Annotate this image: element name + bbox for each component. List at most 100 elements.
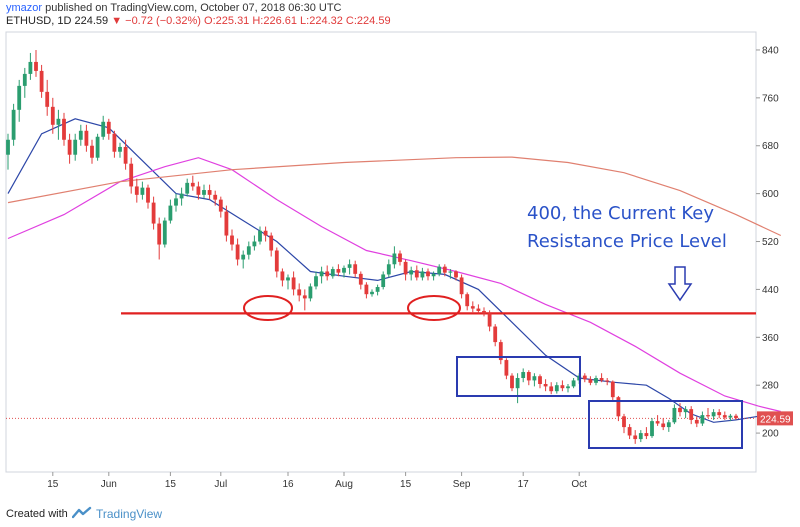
candle-body xyxy=(140,187,145,195)
created-with-label: Created with xyxy=(6,508,68,520)
annotation-line-1: 400, the Current Key xyxy=(527,203,714,224)
candle-body xyxy=(526,372,531,381)
candles xyxy=(6,49,738,444)
symbol-label: ETHUSD, 1D xyxy=(6,15,72,27)
candle-body xyxy=(157,223,162,245)
x-tick-label: 15 xyxy=(400,479,412,490)
candle-body xyxy=(498,342,503,361)
candle-body xyxy=(398,253,402,262)
candle-body xyxy=(185,182,190,194)
y-tick-label: 600 xyxy=(762,189,779,200)
candle-body xyxy=(269,235,274,251)
consolidation-box-1 xyxy=(456,356,581,397)
candle-body xyxy=(45,91,50,107)
tradingview-logo-icon[interactable] xyxy=(72,506,92,520)
candle-body xyxy=(722,415,727,418)
candle-body xyxy=(218,199,223,212)
price-change: ▼ −0.72 (−0.32%) xyxy=(111,15,201,27)
candle-body xyxy=(78,130,83,140)
candle-body xyxy=(84,130,89,146)
candle-body xyxy=(106,121,111,134)
x-tick-label: 17 xyxy=(518,479,530,490)
x-tick-label: Jun xyxy=(101,479,117,490)
moving-average-line-1 xyxy=(7,118,781,423)
candle-body xyxy=(213,194,218,200)
candle-body xyxy=(162,220,167,245)
candle-body xyxy=(728,415,733,418)
y-tick-label: 760 xyxy=(762,93,779,104)
candle-body xyxy=(73,139,78,155)
last-price-badge xyxy=(757,411,793,426)
candle-body xyxy=(134,186,139,195)
candle-body xyxy=(202,190,206,195)
candle-body xyxy=(666,422,671,428)
candle-body xyxy=(146,187,150,203)
candle-body xyxy=(711,412,716,417)
candle-body xyxy=(655,421,660,424)
candle-body xyxy=(515,378,520,389)
price-change-value: −0.72 (−0.32%) xyxy=(125,15,201,27)
candle-body xyxy=(717,412,722,416)
candle-body xyxy=(605,380,610,382)
candle-body xyxy=(241,254,246,260)
author-name[interactable]: ymazor xyxy=(6,2,43,14)
candle-body xyxy=(454,271,458,278)
candle-body xyxy=(67,139,72,155)
candle-body xyxy=(420,271,425,278)
candle-body xyxy=(22,73,27,86)
candle-body xyxy=(375,287,380,292)
candle-body xyxy=(28,61,33,74)
y-tick-label: 520 xyxy=(762,237,779,248)
publish-info: ymazor published on TradingView.com, Oct… xyxy=(6,2,342,14)
x-tick-label: 15 xyxy=(47,479,59,490)
candle-body xyxy=(448,271,453,273)
candle-body xyxy=(694,419,699,424)
publish-text: published on TradingView.com, October 07… xyxy=(45,2,342,14)
candle-body xyxy=(190,182,195,187)
candle-body xyxy=(314,276,318,287)
candle-body xyxy=(588,379,593,383)
chart-footer: Created with TradingView xyxy=(0,500,800,527)
candle-body xyxy=(235,244,240,260)
candle-body xyxy=(207,190,212,195)
candle-body xyxy=(56,118,61,125)
candle-body xyxy=(50,106,55,125)
candle-body xyxy=(566,386,570,389)
candle-body xyxy=(370,291,374,295)
candle-body xyxy=(174,198,178,206)
candle-body xyxy=(392,253,397,265)
y-tick-label: 840 xyxy=(762,45,779,56)
x-tick-label: Oct xyxy=(571,479,587,490)
x-tick-label: 15 xyxy=(165,479,177,490)
candle-body xyxy=(465,294,470,307)
candle-body xyxy=(661,423,666,428)
price-chart[interactable]: 400, the Current Key Resistance Price Le… xyxy=(0,26,800,500)
candle-body xyxy=(700,415,705,424)
candle-body xyxy=(274,250,279,272)
candle-body xyxy=(319,271,324,277)
candle-body xyxy=(476,308,481,311)
candle-body xyxy=(442,266,447,273)
candle-body xyxy=(95,136,100,158)
candle-body xyxy=(302,295,307,299)
y-tick-label: 200 xyxy=(762,429,779,440)
y-tick-label: 440 xyxy=(762,285,779,296)
candle-body xyxy=(459,277,464,295)
tradingview-brand[interactable]: TradingView xyxy=(96,507,163,521)
x-axis: 15 Jun 15 Jul 16 Aug 15 Sep 17 Oct xyxy=(47,472,587,490)
candle-body xyxy=(560,385,565,389)
candle-body xyxy=(627,427,632,436)
candle-body xyxy=(297,289,302,296)
candle-body xyxy=(179,193,184,199)
candle-body xyxy=(571,380,576,387)
candle-body xyxy=(325,271,330,277)
candle-body xyxy=(90,145,94,158)
candle-body xyxy=(683,409,688,413)
plot-frame xyxy=(5,31,757,473)
candle-body xyxy=(168,205,173,221)
y-tick-label: 280 xyxy=(762,381,779,392)
candle-body xyxy=(230,235,234,245)
x-tick-label: Jul xyxy=(214,479,227,490)
support-ellipse-2 xyxy=(407,295,461,321)
candle-body xyxy=(510,375,514,389)
